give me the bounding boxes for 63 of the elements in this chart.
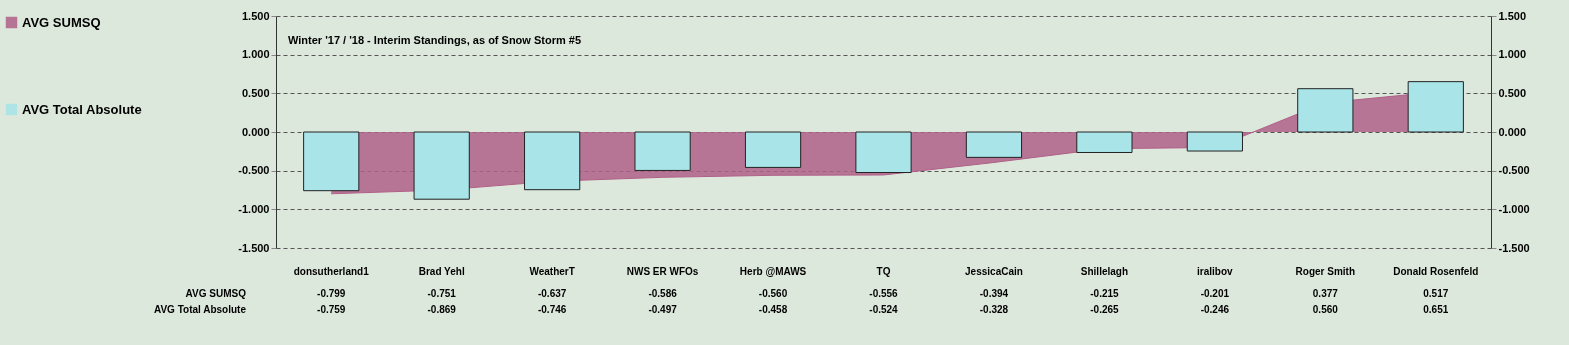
bar [413, 131, 470, 200]
data-label: -0.799 [317, 288, 346, 299]
data-label: -0.759 [317, 304, 346, 315]
y2-tick-label: -1.000 [1498, 202, 1530, 215]
bar [524, 131, 581, 191]
y-tick-label: -1.500 [238, 241, 270, 254]
text: AVG Total Absolute [153, 304, 246, 315]
legend-label: AVG SUMSQ [22, 14, 101, 30]
x-tick-label: Shillelagh [1080, 265, 1129, 277]
data-label: -0.201 [1200, 288, 1230, 299]
data-label: -0.751 [427, 288, 457, 299]
text: Winter '17 / '18 - Interim Standings, as of Snow Storm #5 [288, 34, 582, 46]
x-tick-label: WeatherT [529, 265, 575, 277]
data-label: -0.560 [758, 288, 788, 299]
bar [1297, 88, 1354, 133]
data-label: -0.497 [648, 304, 678, 315]
legend-label: AVG Total Absolute [22, 101, 142, 117]
y-tick-label: -1.000 [238, 202, 270, 215]
x-tick-label: iralibov [1197, 265, 1234, 277]
data-label: -0.458 [758, 304, 788, 315]
x-tick-label: donsutherland1 [293, 265, 370, 277]
y-tick-label: -0.500 [238, 164, 270, 177]
data-label: 0.651 [1423, 304, 1449, 315]
y2-tick-label: 0.500 [1498, 86, 1527, 99]
bar [1076, 131, 1133, 153]
y2-tick-label: 1.500 [1498, 9, 1527, 22]
data-label: -0.328 [979, 304, 1009, 315]
y-tick-label: 1.500 [241, 9, 270, 22]
bar [965, 131, 1023, 158]
x-tick-label: NWS ER WFOs [626, 265, 699, 277]
bar [1186, 131, 1243, 152]
data-label: -0.394 [979, 288, 1009, 299]
y-tick-label: 0.500 [241, 86, 270, 99]
x-tick-label: Roger Smith [1295, 265, 1356, 277]
data-label: -0.556 [869, 288, 899, 299]
data-label: -0.215 [1090, 288, 1120, 299]
y2-tick-label: 1.000 [1498, 48, 1527, 61]
x-tick-label: JessicaCain [965, 265, 1023, 277]
x-tick-label: TQ [876, 265, 891, 277]
data-label: -0.265 [1090, 304, 1120, 315]
x-tick-label: Brad Yehl [418, 265, 465, 277]
data-label: -0.246 [1200, 304, 1230, 315]
bar [855, 131, 912, 174]
data-label: 0.560 [1312, 304, 1339, 315]
bar [1407, 81, 1464, 133]
data-label: -0.524 [869, 304, 899, 315]
bar [634, 131, 691, 171]
y-tick-label: 0.000 [241, 125, 270, 138]
x-tick-label: Donald Rosenfeld [1393, 265, 1479, 277]
data-label: 0.377 [1312, 288, 1339, 299]
data-label: -0.746 [537, 304, 567, 315]
data-label: 0.517 [1423, 288, 1449, 299]
data-label: -0.869 [427, 304, 457, 315]
bar [303, 131, 360, 192]
y-tick-label: 1.000 [241, 48, 270, 61]
bar [744, 131, 802, 168]
data-label: -0.637 [537, 288, 567, 299]
x-tick-label: Herb @MAWS [739, 265, 807, 277]
y2-tick-label: -1.500 [1498, 241, 1530, 254]
text: AVG SUMSQ [185, 288, 246, 299]
data-label: -0.586 [648, 288, 678, 299]
y2-tick-label: -0.500 [1498, 164, 1530, 177]
y2-tick-label: 0.000 [1498, 125, 1527, 138]
